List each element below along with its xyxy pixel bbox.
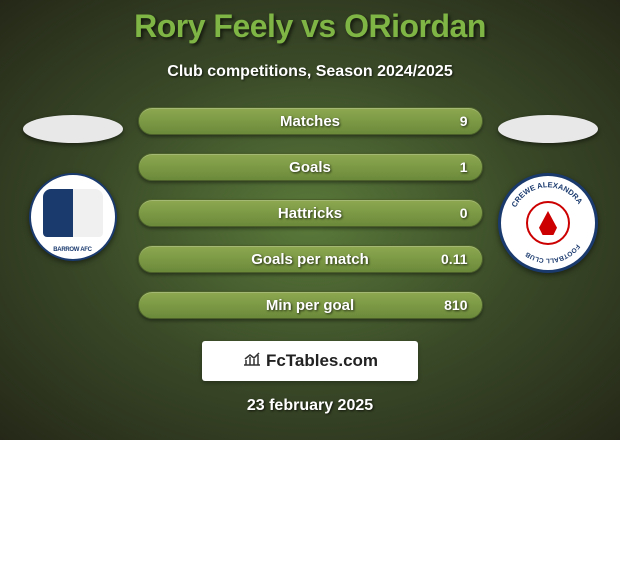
club-badge-right-text-icon: CREWE ALEXANDRA FOOTBALL CLUB <box>501 176 595 270</box>
stat-value-right: 810 <box>444 297 467 313</box>
club-badge-left <box>29 173 117 261</box>
stat-value-right: 0.11 <box>441 251 467 267</box>
player-left-avatar <box>23 115 123 143</box>
stat-value-right: 0 <box>460 205 468 221</box>
stat-label: Goals <box>289 159 331 176</box>
stat-value-right: 9 <box>460 113 468 129</box>
date-text: 23 february 2025 <box>0 397 620 415</box>
stats-column: Matches 9 Goals 1 Hattricks 0 Goals per … <box>138 107 483 319</box>
page-title: Rory Feely vs ORiordan <box>0 8 620 45</box>
stat-row-goals: Goals 1 <box>138 153 483 181</box>
stat-row-min-per-goal: Min per goal 810 <box>138 291 483 319</box>
subtitle: Club competitions, Season 2024/2025 <box>0 63 620 81</box>
club-badge-right: CREWE ALEXANDRA FOOTBALL CLUB <box>498 173 598 273</box>
branding-text: FcTables.com <box>266 351 378 371</box>
chart-icon <box>242 351 262 372</box>
stat-label: Matches <box>280 113 340 130</box>
stat-label: Goals per match <box>251 251 369 268</box>
stat-value-right: 1 <box>460 159 468 175</box>
stat-label: Hattricks <box>278 205 342 222</box>
comparison-card: Rory Feely vs ORiordan Club competitions… <box>0 0 620 440</box>
stat-label: Min per goal <box>266 297 354 314</box>
player-right-avatar <box>498 115 598 143</box>
stat-row-hattricks: Hattricks 0 <box>138 199 483 227</box>
svg-text:FOOTBALL CLUB: FOOTBALL CLUB <box>524 243 581 264</box>
stat-row-matches: Matches 9 <box>138 107 483 135</box>
right-side: CREWE ALEXANDRA FOOTBALL CLUB <box>498 107 598 273</box>
left-side <box>23 107 123 261</box>
branding-box[interactable]: FcTables.com <box>202 341 418 381</box>
content-row: Matches 9 Goals 1 Hattricks 0 Goals per … <box>0 107 620 319</box>
svg-text:CREWE ALEXANDRA: CREWE ALEXANDRA <box>509 180 584 209</box>
stat-row-goals-per-match: Goals per match 0.11 <box>138 245 483 273</box>
